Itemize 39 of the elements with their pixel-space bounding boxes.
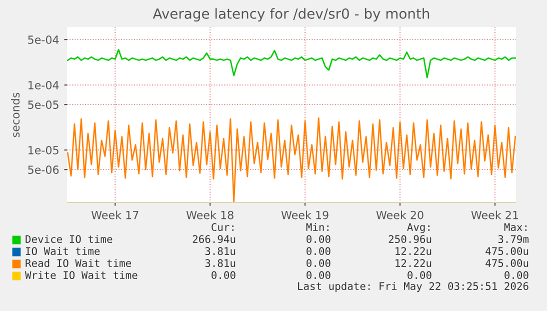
- line-series: [67, 48, 516, 78]
- legend-label: Write IO Wait time: [25, 270, 138, 280]
- text: Cur:: [212, 223, 234, 232]
- text: 475.00u: [486, 247, 528, 256]
- x-tick-label: Week 18: [186, 210, 234, 220]
- text: 0.00: [212, 271, 236, 280]
- text: 266.94u: [192, 235, 236, 244]
- text: Min:: [306, 222, 328, 231]
- text: 3.79m: [498, 235, 529, 244]
- text: Avg:: [407, 223, 430, 234]
- text: 12.22u: [396, 259, 432, 268]
- legend-label: Read IO Wait time: [26, 258, 131, 268]
- text: 0.00: [408, 271, 432, 280]
- text: 12.22u: [396, 247, 432, 256]
- y-tick-label: 5e-05: [28, 100, 58, 109]
- legend-label: IO Wait time: [26, 246, 100, 256]
- text: 0.00: [504, 271, 528, 280]
- text: 250.96u: [388, 235, 432, 244]
- x-tick-label: Week 17: [91, 210, 138, 220]
- text: 0.00: [306, 259, 330, 268]
- text: Last update: Fri May 22 03:25:51 2026: [298, 282, 528, 292]
- x-tick-label: Week 19: [281, 210, 328, 220]
- chart-title: Average latency for /dev/sr0 - by month: [152, 8, 430, 22]
- text: 3.81u: [205, 259, 236, 268]
- line-series: [67, 117, 516, 202]
- y-tick-label: 5e-06: [28, 166, 59, 174]
- text: Max:: [504, 223, 526, 232]
- y-tick-label: 5e-04: [28, 36, 59, 44]
- y-tick-label: 1e-05: [28, 146, 58, 154]
- y-axis-title: seconds: [11, 92, 20, 138]
- x-tick-label: Week 21: [471, 210, 518, 220]
- x-tick-label: Week 20: [376, 210, 424, 220]
- y-tick-label: 1e-04: [28, 80, 59, 90]
- legend-label: Device IO time: [26, 234, 112, 244]
- text: 0.00: [306, 271, 330, 280]
- text: 3.81u: [205, 247, 236, 256]
- text: 475.00u: [486, 259, 528, 268]
- text: 0.00: [306, 235, 330, 244]
- text: 0.00: [306, 247, 330, 256]
